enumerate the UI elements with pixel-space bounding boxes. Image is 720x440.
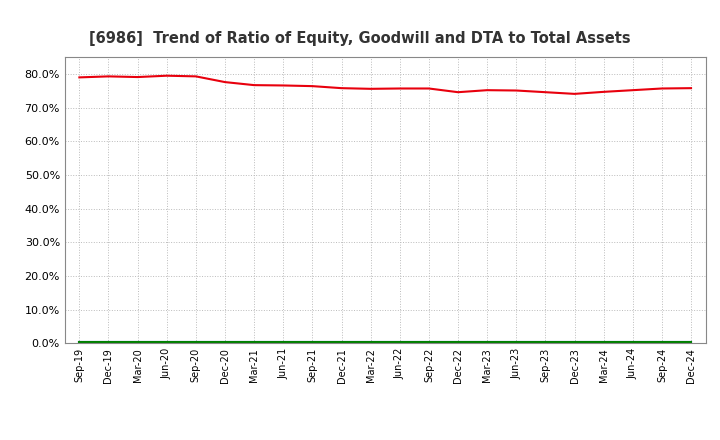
Equity xyxy=(687,85,696,91)
Deferred Tax Assets xyxy=(599,339,608,345)
Equity xyxy=(163,73,171,78)
Equity xyxy=(308,84,317,89)
Goodwill xyxy=(75,339,84,344)
Text: [6986]  Trend of Ratio of Equity, Goodwill and DTA to Total Assets: [6986] Trend of Ratio of Equity, Goodwil… xyxy=(89,31,631,46)
Deferred Tax Assets xyxy=(454,339,462,345)
Deferred Tax Assets xyxy=(75,339,84,345)
Deferred Tax Assets xyxy=(192,339,200,345)
Deferred Tax Assets xyxy=(512,339,521,345)
Goodwill xyxy=(512,339,521,344)
Goodwill xyxy=(192,339,200,344)
Deferred Tax Assets xyxy=(308,339,317,345)
Equity xyxy=(104,74,113,79)
Goodwill xyxy=(454,339,462,344)
Equity xyxy=(425,86,433,91)
Goodwill xyxy=(220,339,229,344)
Goodwill xyxy=(104,339,113,344)
Deferred Tax Assets xyxy=(279,339,287,345)
Goodwill xyxy=(308,339,317,344)
Equity xyxy=(366,86,375,92)
Goodwill xyxy=(570,339,579,344)
Equity xyxy=(192,74,200,79)
Equity xyxy=(483,88,492,93)
Equity xyxy=(512,88,521,93)
Deferred Tax Assets xyxy=(483,339,492,345)
Deferred Tax Assets xyxy=(250,339,258,345)
Deferred Tax Assets xyxy=(133,339,142,345)
Deferred Tax Assets xyxy=(104,339,113,345)
Goodwill xyxy=(687,339,696,344)
Equity xyxy=(75,75,84,80)
Goodwill xyxy=(541,339,550,344)
Goodwill xyxy=(250,339,258,344)
Equity xyxy=(541,90,550,95)
Goodwill xyxy=(163,339,171,344)
Equity xyxy=(337,85,346,91)
Deferred Tax Assets xyxy=(629,339,637,345)
Equity xyxy=(599,89,608,95)
Goodwill xyxy=(425,339,433,344)
Equity xyxy=(657,86,666,91)
Equity xyxy=(395,86,404,91)
Equity xyxy=(133,74,142,80)
Goodwill xyxy=(657,339,666,344)
Deferred Tax Assets xyxy=(366,339,375,345)
Deferred Tax Assets xyxy=(687,339,696,345)
Goodwill xyxy=(337,339,346,344)
Goodwill xyxy=(279,339,287,344)
Goodwill xyxy=(629,339,637,344)
Goodwill xyxy=(366,339,375,344)
Equity xyxy=(629,88,637,93)
Goodwill xyxy=(395,339,404,344)
Equity xyxy=(250,82,258,88)
Deferred Tax Assets xyxy=(395,339,404,345)
Equity xyxy=(454,90,462,95)
Deferred Tax Assets xyxy=(541,339,550,345)
Deferred Tax Assets xyxy=(163,339,171,345)
Deferred Tax Assets xyxy=(337,339,346,345)
Goodwill xyxy=(133,339,142,344)
Line: Equity: Equity xyxy=(79,76,691,94)
Goodwill xyxy=(599,339,608,344)
Equity xyxy=(279,83,287,88)
Equity xyxy=(220,80,229,85)
Goodwill xyxy=(483,339,492,344)
Deferred Tax Assets xyxy=(220,339,229,345)
Deferred Tax Assets xyxy=(657,339,666,345)
Deferred Tax Assets xyxy=(570,339,579,345)
Equity xyxy=(570,91,579,96)
Deferred Tax Assets xyxy=(425,339,433,345)
